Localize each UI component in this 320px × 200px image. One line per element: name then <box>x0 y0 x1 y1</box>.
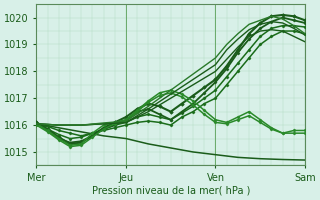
X-axis label: Pression niveau de la mer( hPa ): Pression niveau de la mer( hPa ) <box>92 186 250 196</box>
